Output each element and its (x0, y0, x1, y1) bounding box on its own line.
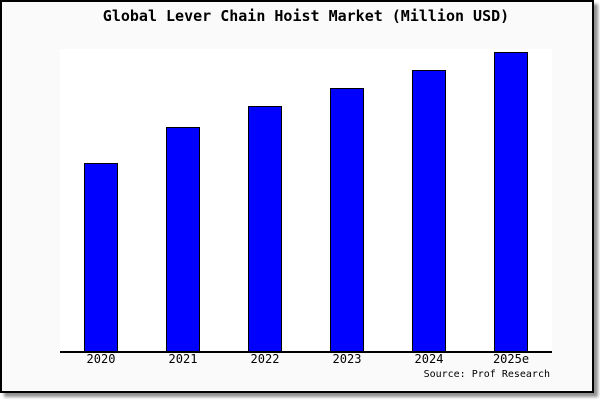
bar-slot (388, 49, 470, 351)
bar-slot (306, 49, 388, 351)
plot-area (60, 49, 552, 353)
bar-2022 (248, 106, 282, 351)
x-tick-label: 2021 (168, 352, 198, 366)
bar-2020 (84, 163, 118, 351)
bar-slot (142, 49, 224, 351)
x-tick-label: 2024 (414, 352, 444, 366)
bar-2024 (412, 70, 446, 351)
bar-2025e (494, 52, 528, 351)
x-axis-labels: 2020 2021 2022 2023 2024 2025e (60, 353, 552, 367)
chart-frame: Global Lever Chain Hoist Market (Million… (0, 0, 594, 393)
bar-slot (224, 49, 306, 351)
bar-2021 (166, 127, 200, 351)
x-tick-label: 2020 (86, 352, 116, 366)
x-tick-label: 2022 (250, 352, 280, 366)
source-note: Source: Prof Research (423, 369, 550, 380)
bar-slot (60, 49, 142, 351)
x-tick-label: 2023 (332, 352, 362, 366)
x-tick-label: 2025e (492, 352, 530, 366)
bar-slot (470, 49, 552, 351)
chart-title: Global Lever Chain Hoist Market (Million… (102, 7, 510, 25)
bar-2023 (330, 88, 364, 351)
